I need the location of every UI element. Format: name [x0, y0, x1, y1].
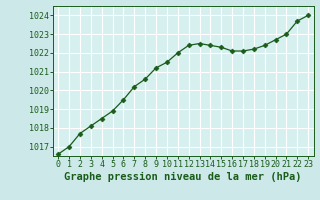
X-axis label: Graphe pression niveau de la mer (hPa): Graphe pression niveau de la mer (hPa) — [64, 172, 302, 182]
